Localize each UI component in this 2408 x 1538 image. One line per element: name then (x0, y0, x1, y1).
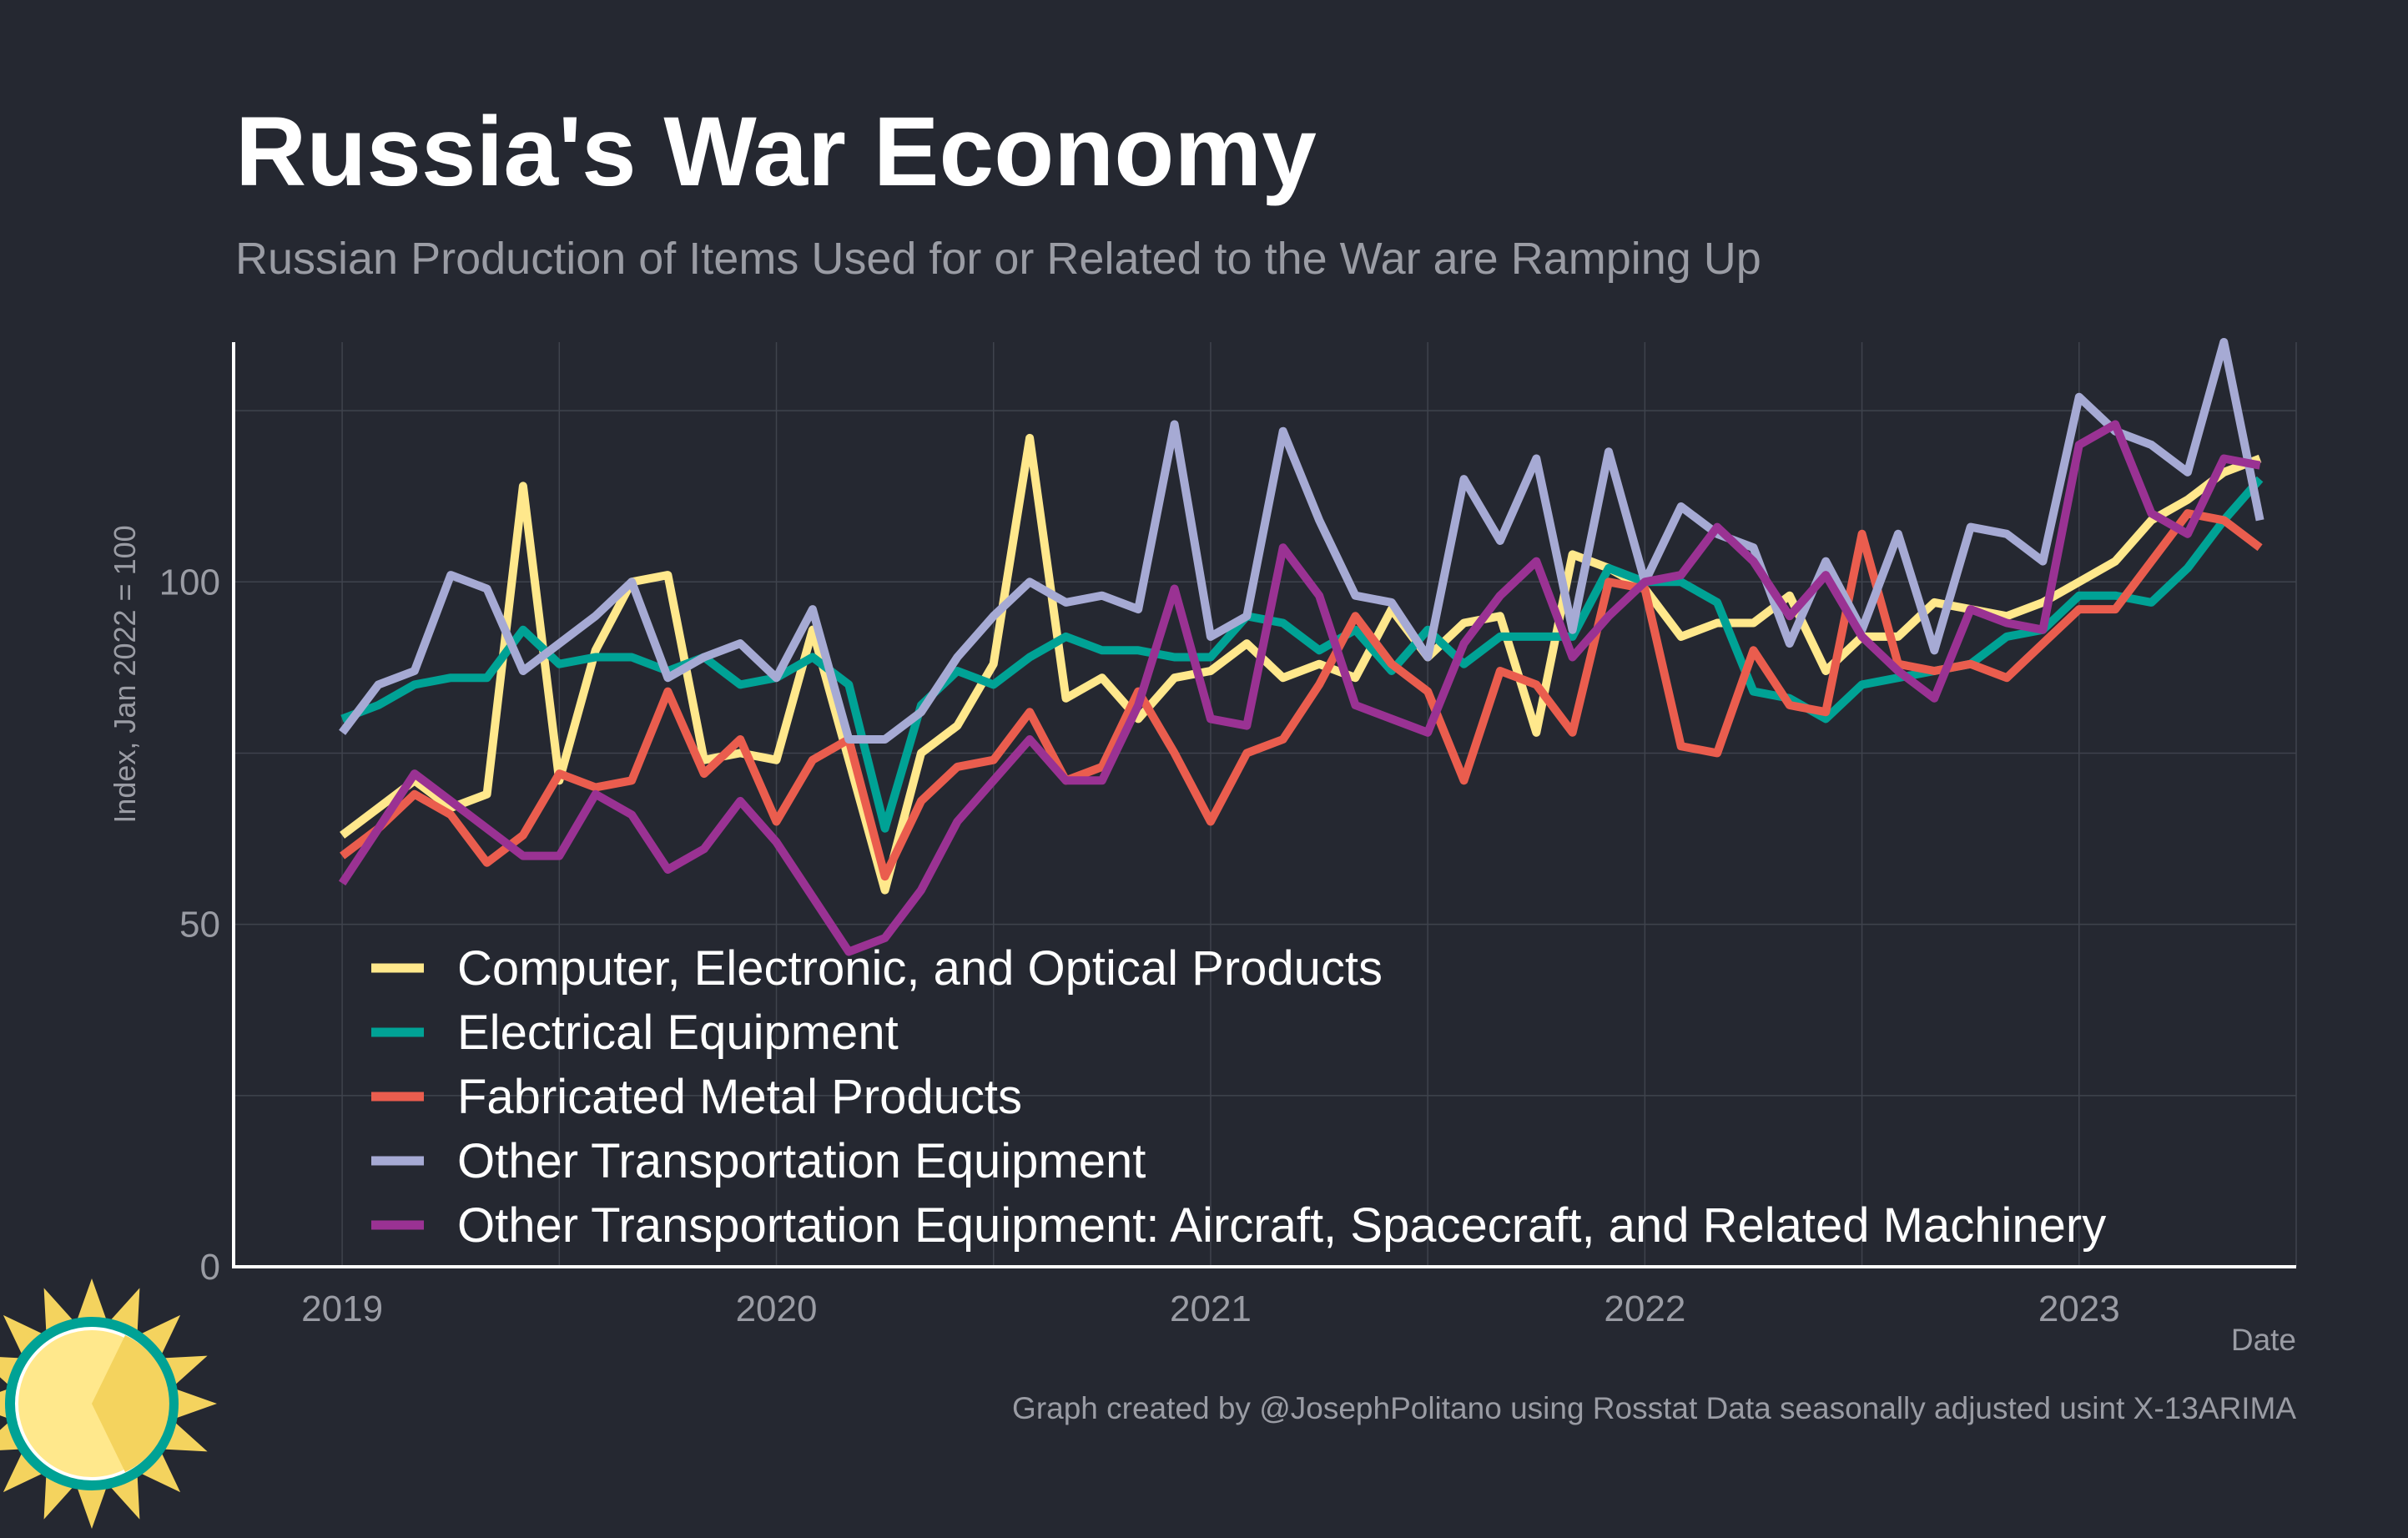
y-tick-label: 0 (200, 1247, 220, 1288)
y-tick-label: 50 (179, 905, 220, 945)
legend-label: Other Transportation Equipment (457, 1134, 1146, 1188)
y-axis-label: Index, Jan 2022 = 100 (108, 525, 142, 823)
sun-logo-icon (0, 1278, 217, 1529)
x-tick-label: 2019 (301, 1288, 383, 1329)
chart-title: Russia's War Economy (235, 97, 1317, 207)
x-axis-label: Date (2231, 1323, 2296, 1357)
plot-axes (232, 342, 2296, 1268)
series-line-3 (340, 509, 2263, 881)
series-line-5 (338, 420, 2261, 956)
sun-shade-icon (92, 1335, 169, 1472)
x-tick-label: 2020 (736, 1288, 818, 1329)
legend-label: Electrical Equipment (457, 1006, 899, 1060)
chart-caption: Graph created by @JosephPolitano using R… (1012, 1391, 2296, 1425)
x-tick-label: 2021 (1170, 1288, 1252, 1329)
plot-series (338, 338, 2264, 956)
y-tick-label: 100 (159, 562, 220, 603)
chart-subtitle: Russian Production of Items Used for or … (235, 234, 1761, 284)
plot-tick-labels: 0 50 100 2019 2020 2021 2022 2023 (159, 562, 2120, 1329)
x-tick-label: 2022 (1604, 1288, 1685, 1329)
x-tick-label: 2023 (2038, 1288, 2120, 1329)
series-line-4 (339, 338, 2264, 744)
legend-label: Fabricated Metal Products (457, 1070, 1022, 1124)
legend-label: Other Transportation Equipment: Aircraft… (457, 1198, 2106, 1253)
chart-legend: Computer, Electronic, and Optical Produc… (371, 941, 2106, 1253)
series-line-1 (340, 433, 2262, 895)
legend-label: Computer, Electronic, and Optical Produc… (457, 941, 1383, 996)
